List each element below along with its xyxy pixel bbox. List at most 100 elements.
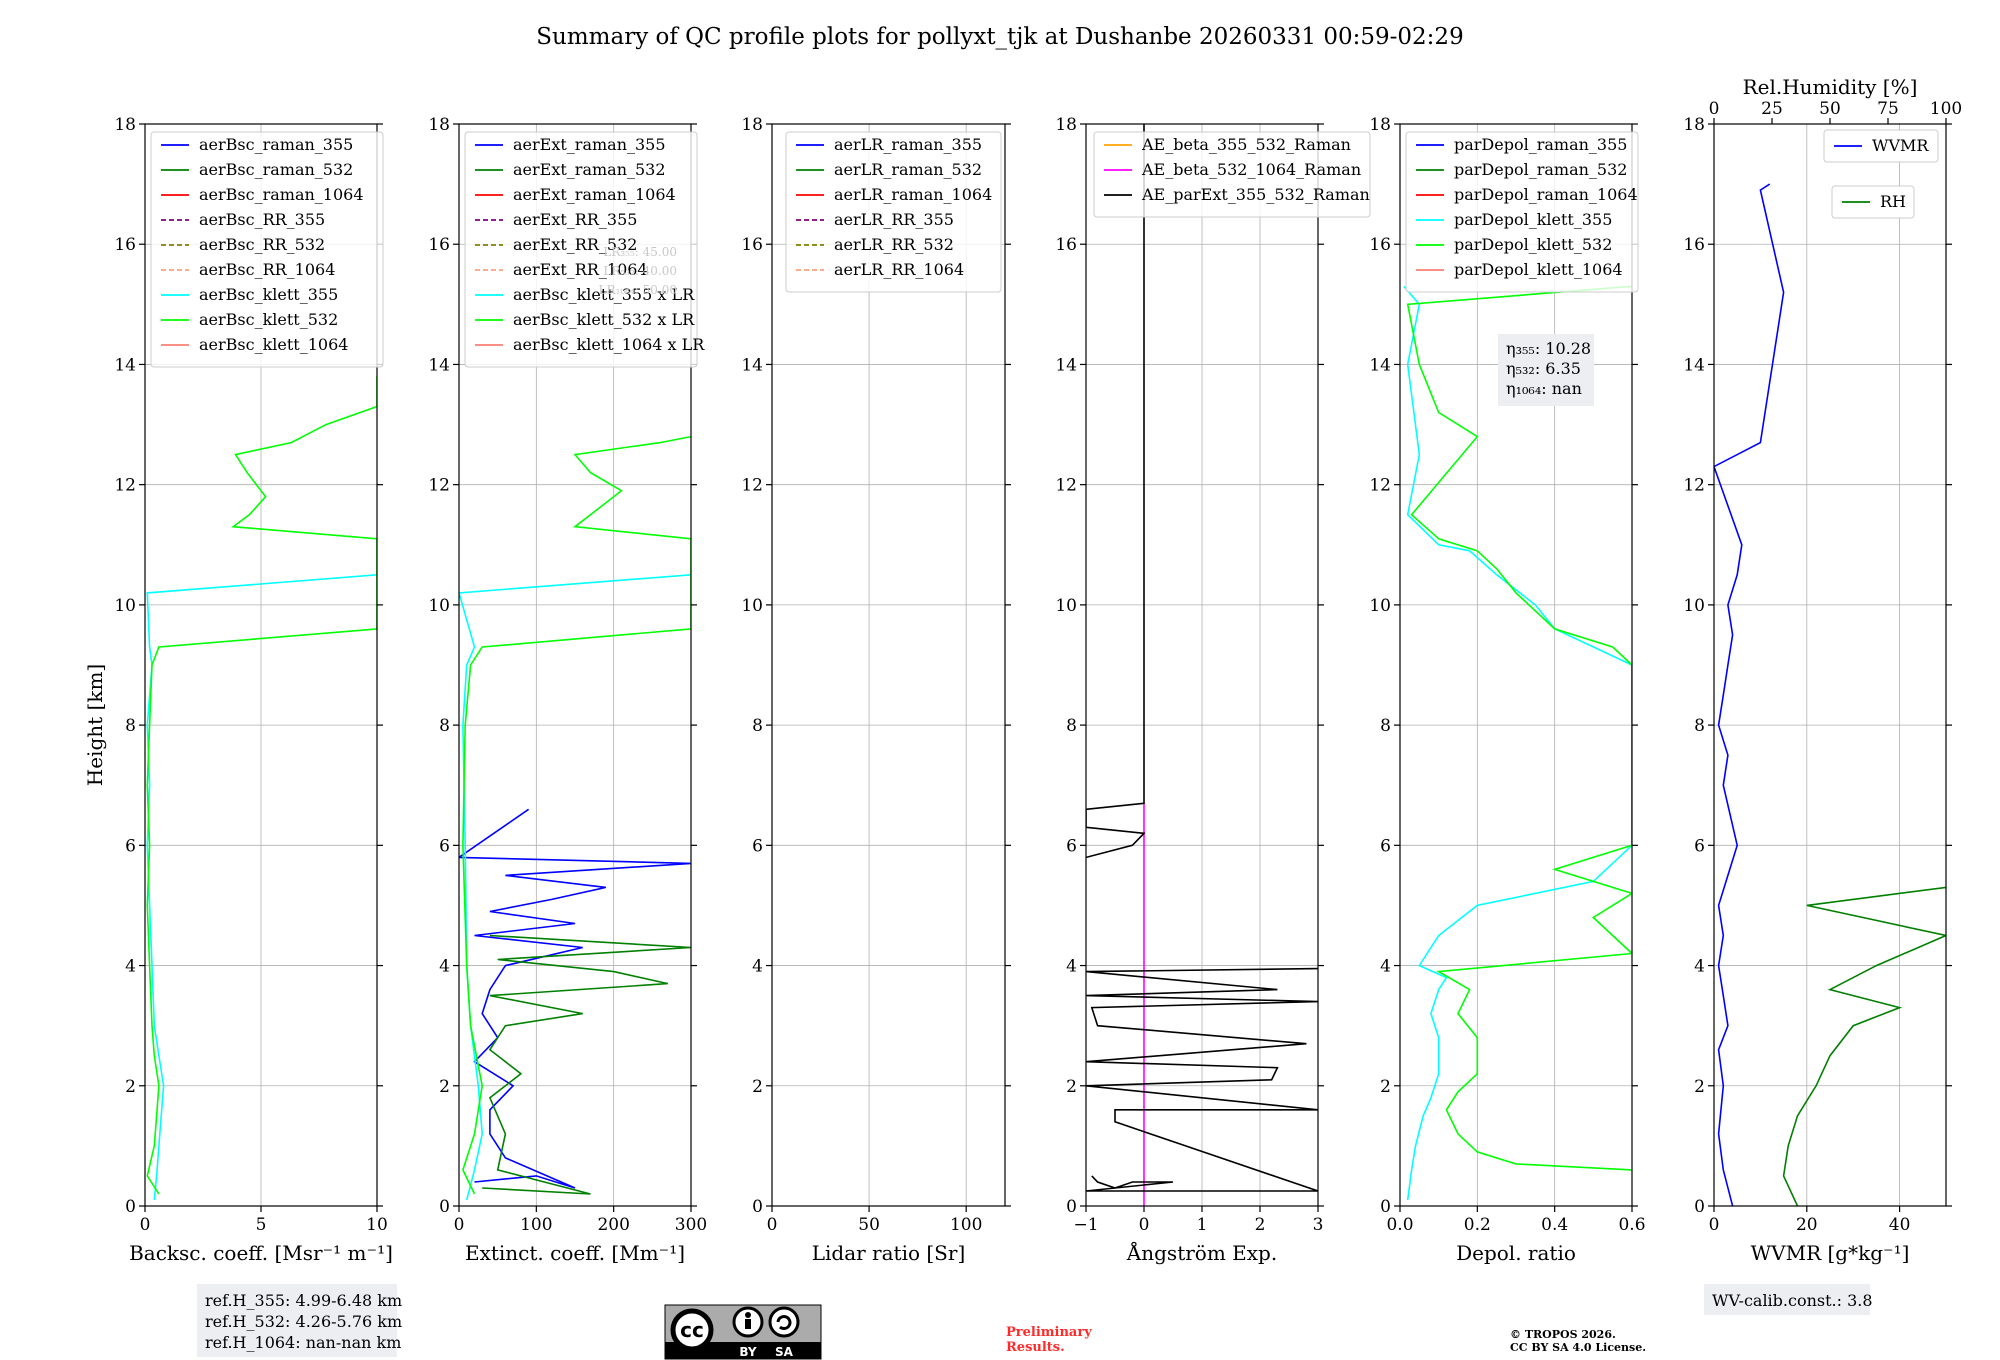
y-tick-label: 6 [1380, 836, 1391, 856]
series-line-aerBsc_klett_355 x LR [459, 574, 691, 1201]
series-line-aerExt_raman_532 [482, 934, 691, 1195]
y-tick-label: 16 [1369, 235, 1391, 255]
legend-label: aerExt_RR_532 [513, 235, 637, 254]
y-tick-label: 0 [1380, 1197, 1391, 1217]
share-alike-icon [768, 1306, 800, 1338]
y-tick-label: 6 [1066, 836, 1077, 856]
legend-label: aerBsc_klett_1064 [199, 335, 348, 354]
legend-label: aerExt_RR_355 [513, 210, 637, 229]
legend-label: parDepol_raman_355 [1454, 135, 1627, 154]
x-axis-label: Extinct. coeff. [Mm⁻¹] [465, 1241, 685, 1265]
y-tick-label: 12 [114, 476, 136, 496]
series-group [1714, 183, 1946, 1206]
legend-label: aerLR_RR_355 [834, 210, 954, 229]
legend-label: parDepol_klett_355 [1454, 210, 1612, 229]
cc-license-badge: cc BY SA [664, 1304, 822, 1360]
x-axis-label: Backsc. coeff. [Msr⁻¹ m⁻¹] [129, 1241, 393, 1265]
y-tick-label: 0 [752, 1197, 763, 1217]
lr-label: LR₃₅₅: 45.00 [603, 245, 677, 259]
plot-frame [1713, 123, 1947, 1207]
legend-box [1405, 131, 1639, 293]
series-line-parDepol_klett_532 [1406, 285, 1632, 1171]
x-tick-label: 20 [1796, 1215, 1818, 1235]
y-tick-label: 10 [1683, 596, 1705, 616]
series-line-RH [1782, 886, 1946, 1206]
legend-label: aerBsc_klett_532 [199, 310, 338, 329]
x-tick-label: 200 [597, 1215, 629, 1235]
legend-label: aerBsc_klett_355 x LR [513, 285, 695, 304]
y-tick-label: 6 [439, 836, 450, 856]
legend-label: aerBsc_RR_1064 [199, 260, 335, 279]
y-tick-label: 18 [428, 115, 450, 135]
series-line-aerExt_raman_355 [459, 808, 691, 1189]
eta-label: η₁₀₆₄: nan [1506, 379, 1582, 398]
series-group [1086, 124, 1318, 1206]
plot-frame [1399, 123, 1633, 1207]
legend-box [1093, 131, 1371, 218]
y-tick-label: 12 [1055, 476, 1077, 496]
legend-label: aerLR_raman_355 [834, 135, 982, 154]
y-tick-label: 10 [114, 596, 136, 616]
legend-label: aerBsc_raman_532 [199, 160, 353, 179]
y-tick-label: 8 [125, 716, 136, 736]
lr-label: LR₅₃₂: 40.00 [603, 264, 677, 278]
y-tick-label: 0 [1694, 1197, 1705, 1217]
top-x-tick-label: 100 [1930, 99, 1962, 119]
cc-icon [670, 1308, 714, 1352]
y-tick-label: 16 [741, 235, 763, 255]
top-x-tick-label: 0 [1709, 99, 1720, 119]
top-x-tick-label: 75 [1877, 99, 1899, 119]
y-tick-label: 10 [428, 596, 450, 616]
legend-box [464, 131, 698, 368]
legend-label: aerLR_RR_532 [834, 235, 954, 254]
x-tick-label: 1 [1197, 1215, 1208, 1235]
legend-box [785, 131, 1002, 293]
info-label: WV-calib.const.: 3.8 [1712, 1291, 1873, 1310]
series-group [146, 376, 377, 1201]
y-tick-label: 4 [752, 957, 763, 977]
y-tick-label: 14 [1055, 355, 1077, 375]
eta-label: η₅₃₂: 6.35 [1506, 359, 1581, 378]
y-tick-label: 2 [1380, 1077, 1391, 1097]
y-tick-label: 12 [428, 476, 450, 496]
x-tick-label: 0 [1709, 1215, 1720, 1235]
x-tick-label: 0 [140, 1215, 151, 1235]
panel-backscatter: 0 2 4 6 8 10 12 14 16 18 0 5 10 Backsc. coeff. [Msr⁻¹… [114, 115, 402, 1357]
legend-label: parDepol_klett_532 [1454, 235, 1612, 254]
y-tick-label: 10 [1055, 596, 1077, 616]
y-tick-label: 8 [752, 716, 763, 736]
y-tick-label: 10 [1369, 596, 1391, 616]
y-tick-label: 14 [1369, 355, 1391, 375]
x-tick-label: 0 [767, 1215, 778, 1235]
y-tick-label: 16 [114, 235, 136, 255]
info-box [1704, 1284, 1870, 1315]
y-tick-label: 14 [114, 355, 136, 375]
legend-label: aerBsc_RR_355 [199, 210, 325, 229]
y-tick-label: 4 [125, 957, 136, 977]
series-line-AE_parExt_355_532_Raman_upper [1086, 124, 1146, 859]
y-axis-label: Height [km] [83, 664, 107, 786]
y-tick-label: 0 [1066, 1197, 1077, 1217]
y-tick-label: 12 [1369, 476, 1391, 496]
info-label: ref.H_532: 4.26-5.76 km [205, 1312, 402, 1331]
legend-label: aerBsc_RR_532 [199, 235, 325, 254]
panel-extinction: 0 2 4 6 8 10 12 14 16 18 0 100 200 300 Extinct. coeff.… [428, 115, 707, 1265]
series-line-AE_parExt_355_532_Raman [1086, 967, 1318, 1192]
legend-label: aerLR_raman_532 [834, 160, 982, 179]
legend-label: aerExt_RR_1064 [513, 260, 648, 279]
legend-label: aerLR_raman_1064 [834, 185, 992, 204]
y-tick-label: 14 [1683, 355, 1705, 375]
copyright-line2: CC BY SA 4.0 License. [1510, 1341, 1646, 1354]
y-tick-label: 6 [125, 836, 136, 856]
y-tick-label: 8 [439, 716, 450, 736]
legend-label: parDepol_raman_532 [1454, 160, 1627, 179]
x-axis-label: WVMR [g*kg⁻¹] [1751, 1241, 1910, 1265]
x-tick-label: 2 [1255, 1215, 1266, 1235]
y-tick-label: 6 [1694, 836, 1705, 856]
plot-frame [458, 123, 692, 1207]
cc-by-label: BY [739, 1345, 756, 1359]
y-tick-label: 12 [1683, 476, 1705, 496]
x-tick-label: 3 [1313, 1215, 1324, 1235]
